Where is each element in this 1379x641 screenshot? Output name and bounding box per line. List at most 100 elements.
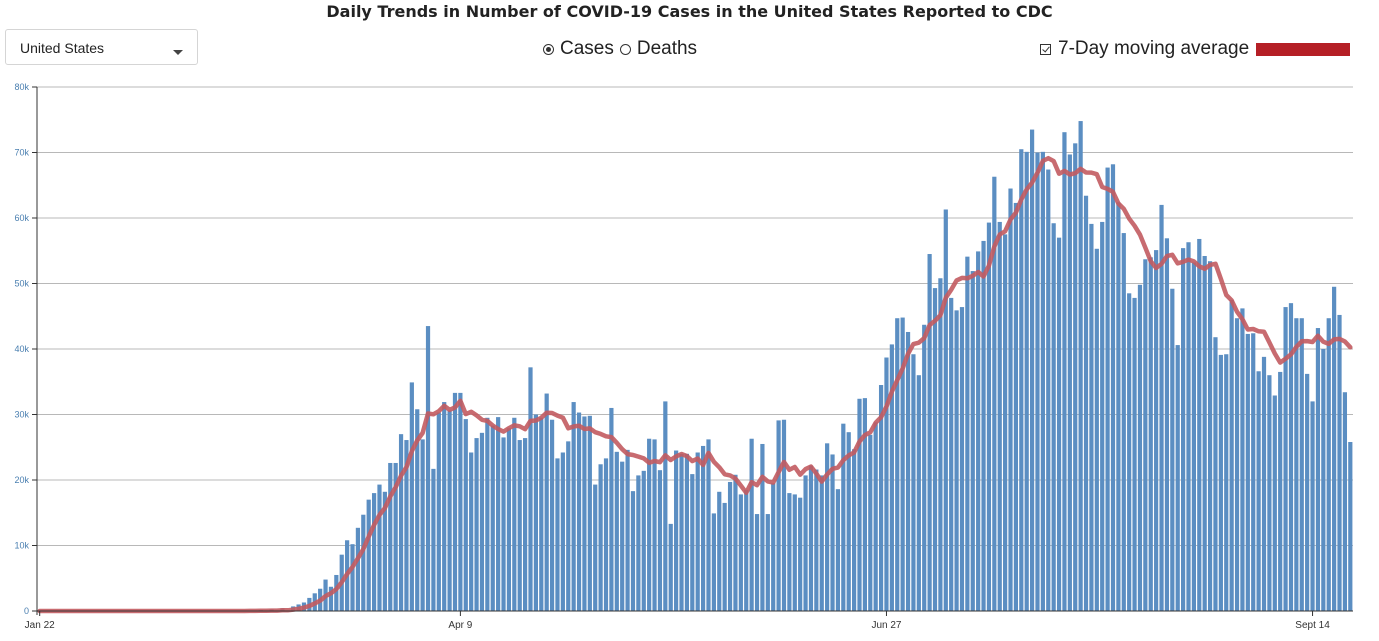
bar [496, 417, 501, 611]
bar [1056, 237, 1062, 611]
bar [560, 452, 565, 611]
bar [771, 483, 776, 611]
bar [1024, 151, 1029, 611]
radio-deaths-icon[interactable] [619, 43, 631, 55]
y-tick-label: 40k [14, 344, 29, 354]
bar [1051, 223, 1056, 612]
moving-average-series [37, 155, 1353, 614]
bar [377, 484, 382, 611]
bar [1267, 375, 1272, 611]
bar [366, 499, 371, 611]
bar [1337, 314, 1342, 611]
bar [452, 392, 458, 611]
bar [625, 449, 630, 611]
y-tick-label: 80k [14, 82, 29, 92]
bar [1272, 395, 1277, 611]
bar [1159, 204, 1164, 611]
bar [1251, 333, 1256, 611]
y-tick-label: 30k [14, 410, 29, 420]
bar [1283, 307, 1288, 611]
y-tick-label: 20k [14, 475, 29, 485]
bar [825, 443, 830, 611]
bar [614, 451, 619, 611]
region-select-value: United States [20, 40, 105, 56]
bar [593, 484, 598, 611]
bar [852, 449, 857, 611]
bar [808, 465, 814, 611]
bar [992, 176, 997, 612]
bar [727, 481, 733, 611]
moving-average-toggle[interactable]: 7-Day moving average [1040, 38, 1351, 60]
metric-radio-group: Cases Deaths [543, 38, 703, 60]
y-tick-label: 70k [14, 148, 29, 158]
bar [884, 357, 889, 611]
bar [463, 419, 468, 611]
radio-cases[interactable]: Cases [543, 38, 614, 60]
bar [523, 438, 528, 611]
bar [1240, 308, 1245, 611]
bar [355, 527, 361, 611]
radio-cases-label: Cases [560, 38, 614, 59]
bar [1062, 132, 1067, 611]
bar [571, 402, 576, 611]
radio-deaths[interactable]: Deaths [619, 38, 697, 60]
bar [328, 586, 334, 611]
bar [706, 439, 711, 611]
bar [781, 419, 787, 611]
bar [657, 470, 663, 611]
bar [620, 461, 625, 611]
bar [533, 414, 538, 611]
bar [1202, 255, 1207, 612]
radio-cases-icon[interactable] [543, 43, 554, 55]
bar [1256, 371, 1261, 611]
bar [905, 331, 911, 611]
bar [690, 474, 695, 611]
bar [1094, 248, 1099, 611]
bar [674, 450, 679, 611]
chevron-down-icon [173, 50, 183, 55]
bar [404, 440, 409, 611]
bar [1315, 328, 1321, 611]
bar [630, 491, 636, 611]
bar [733, 474, 738, 611]
bar [873, 422, 878, 611]
bar [1110, 164, 1116, 612]
bar [598, 464, 603, 611]
bar [754, 514, 760, 611]
bar [997, 221, 1002, 611]
bar [932, 288, 938, 611]
bar [1218, 354, 1223, 611]
bar [1305, 373, 1310, 611]
bar [1234, 318, 1240, 611]
bar [938, 278, 943, 611]
x-tick-label: Jun 27 [871, 620, 901, 631]
region-select[interactable]: United States [5, 29, 198, 65]
bar [1245, 333, 1250, 611]
bar [587, 415, 592, 611]
bar [1170, 288, 1175, 611]
bar [469, 452, 474, 611]
bar [1008, 188, 1013, 611]
bar [1116, 202, 1121, 611]
bar [878, 385, 884, 611]
bar [361, 514, 366, 611]
bar [371, 493, 377, 611]
bar [868, 434, 873, 611]
bar [744, 489, 749, 611]
bar [425, 326, 431, 611]
bar [846, 432, 851, 611]
bar [501, 437, 506, 611]
y-tick-label: 50k [14, 279, 29, 289]
bar [334, 574, 339, 611]
bar [922, 324, 927, 611]
bar [1288, 303, 1294, 611]
x-tick-label: Jan 22 [25, 620, 55, 631]
bar [1046, 169, 1051, 611]
bar [350, 544, 355, 611]
bar [976, 251, 981, 611]
bar [609, 407, 614, 611]
bar [1342, 392, 1348, 611]
bar [512, 417, 517, 611]
bar [1164, 238, 1170, 611]
checkbox-checked-icon[interactable] [1040, 43, 1051, 55]
